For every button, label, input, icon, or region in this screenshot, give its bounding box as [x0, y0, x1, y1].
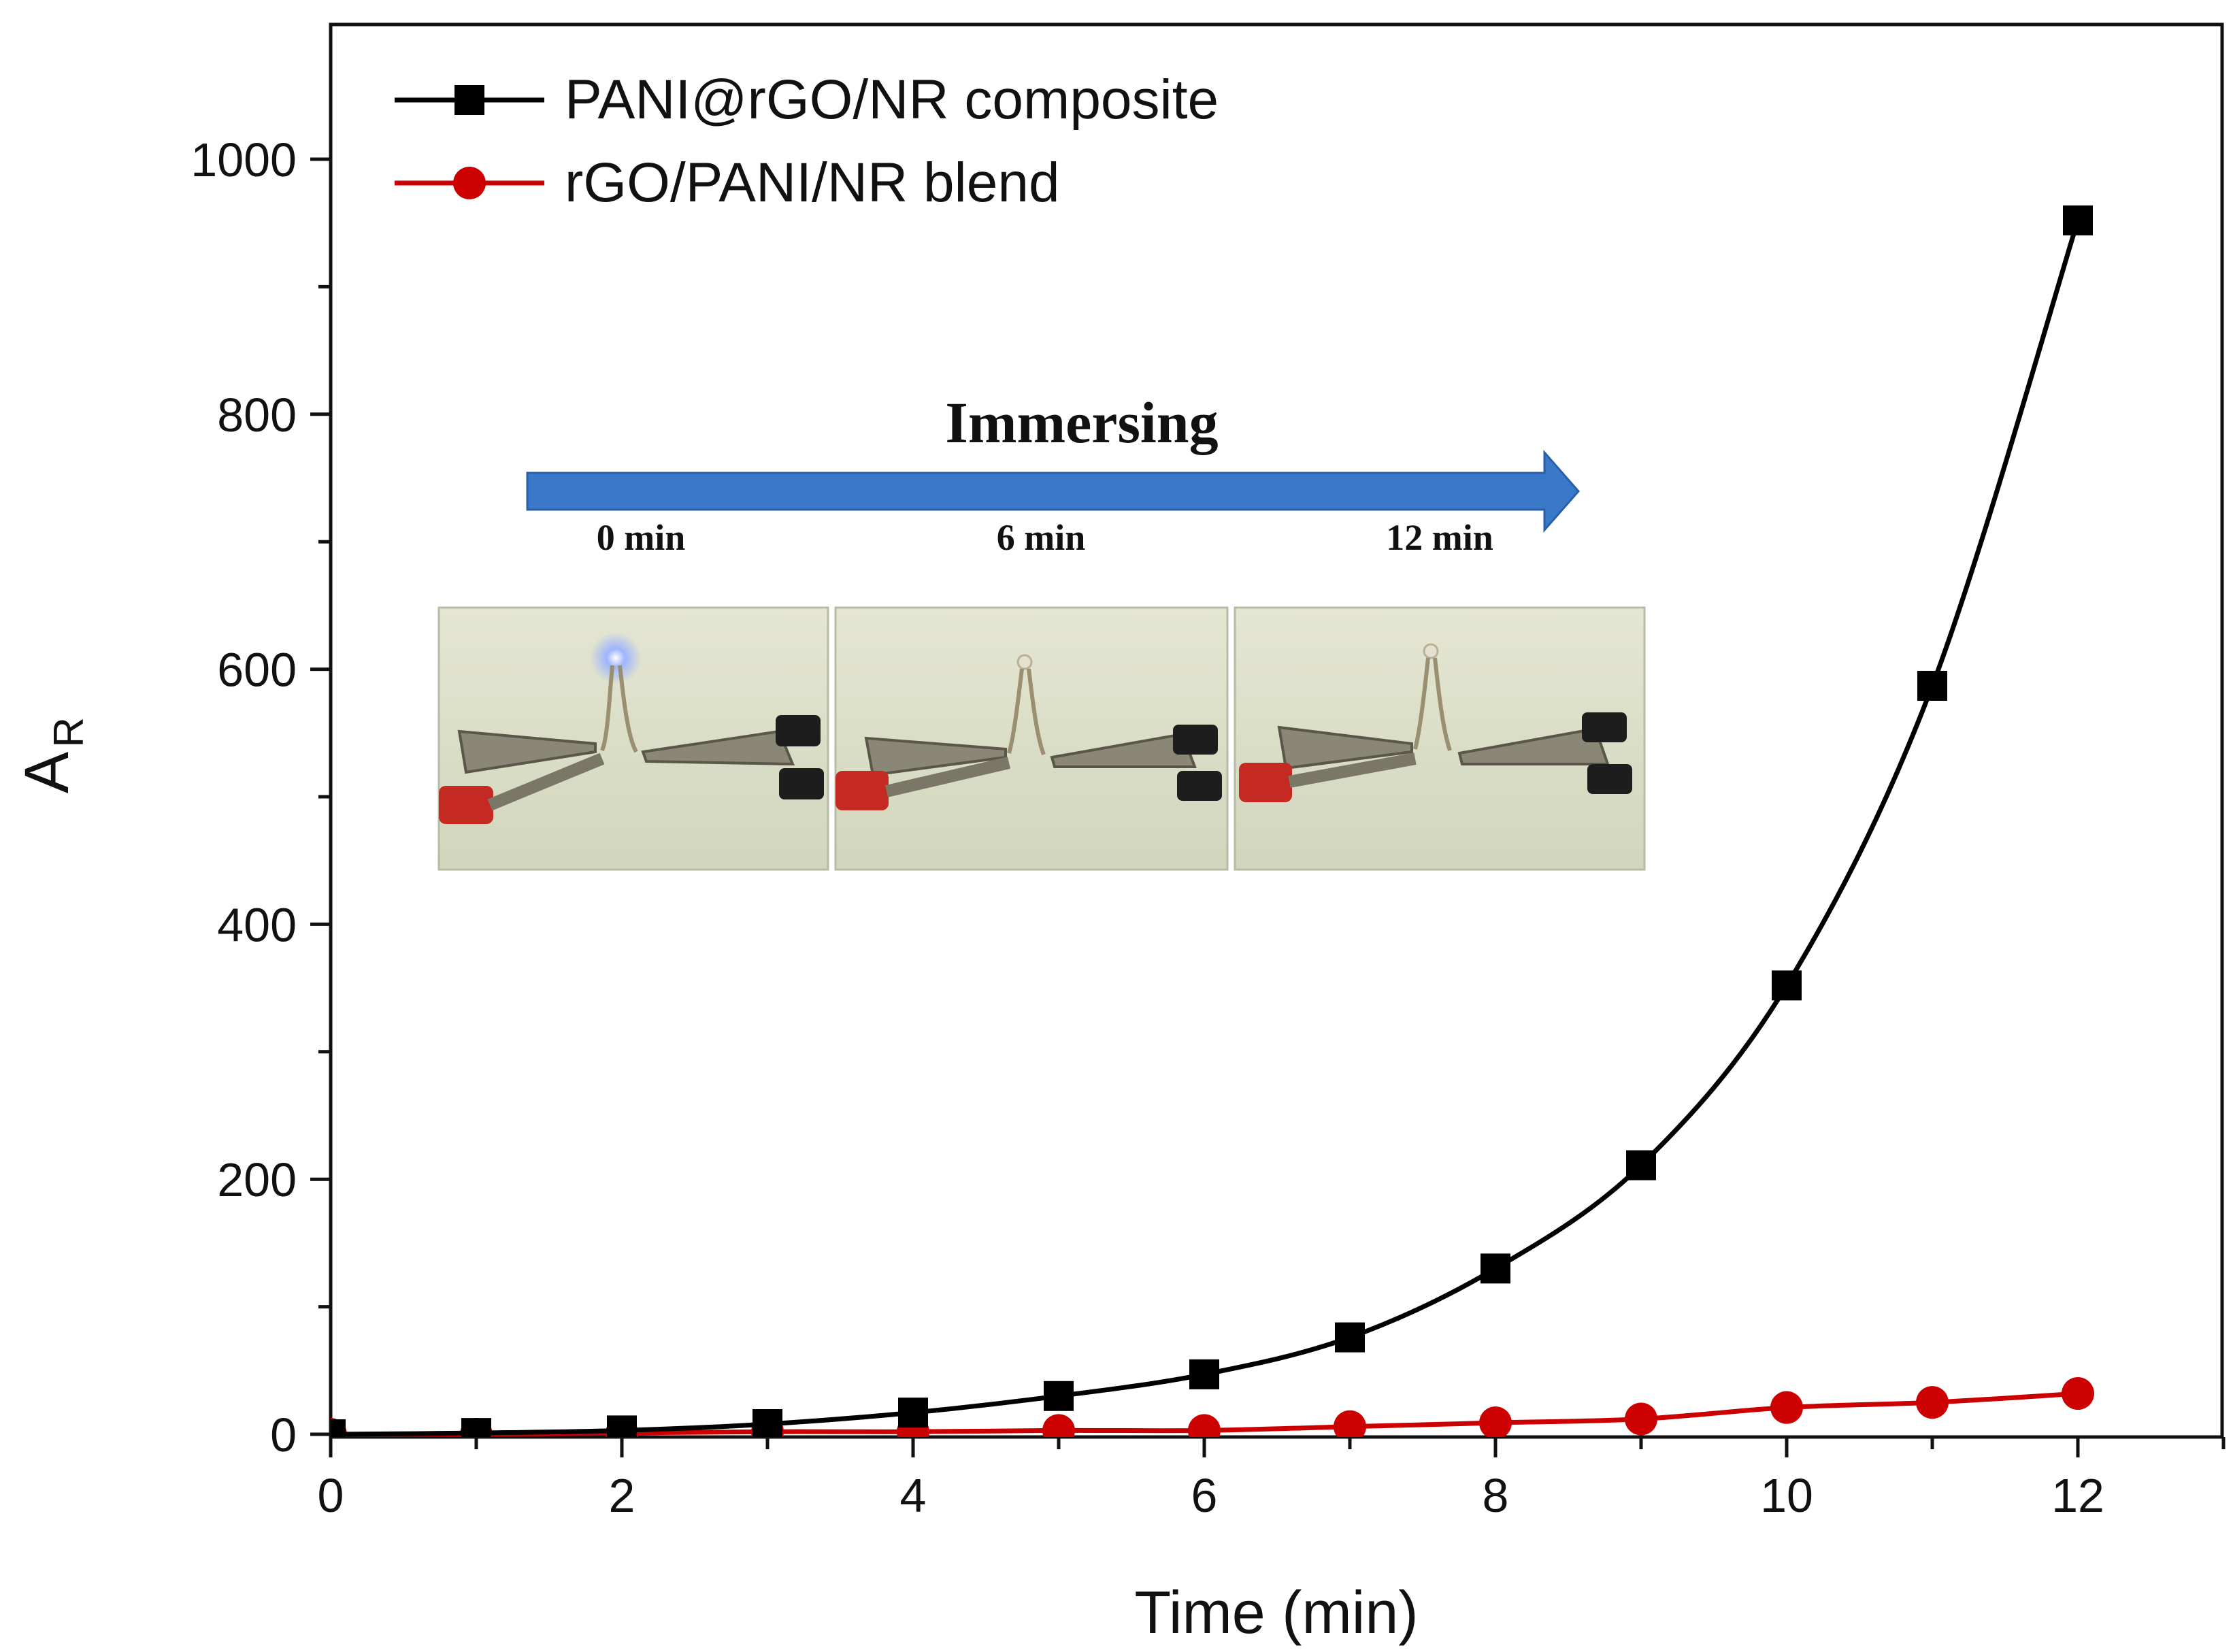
blend-data-point — [1188, 1414, 1221, 1437]
legend-square-marker-icon — [454, 85, 484, 115]
legend-label-composite: PANI@rGO/NR composite — [565, 69, 1219, 131]
series-line-composite — [331, 219, 2081, 1437]
composite-data-point — [1189, 1359, 1219, 1389]
y-tick-label: 0 — [270, 1408, 297, 1461]
photo-led-off-12min — [1234, 606, 1646, 871]
y-tick-label: 400 — [217, 898, 297, 951]
legend-label-blend: rGO/PANI/NR blend — [565, 152, 1060, 214]
legend-item-blend: rGO/PANI/NR blend — [395, 152, 1060, 214]
clip-right-icon — [641, 729, 795, 766]
black-plug-icon — [776, 715, 821, 746]
y-tick-label: 600 — [217, 644, 297, 697]
photo-led-on — [437, 606, 829, 871]
legend: PANI@rGO/NR composite rGO/PANI/NR blend — [395, 69, 1219, 214]
y-tick-label: 200 — [217, 1153, 297, 1206]
composite-data-point — [1626, 1150, 1656, 1180]
x-axis-title: Time (min) — [1134, 1579, 1418, 1646]
x-tick-label: 8 — [1483, 1469, 1509, 1522]
composite-data-point — [1772, 970, 1802, 1001]
y-axis-title-main: A — [12, 751, 82, 793]
svg-text:AR: AR — [12, 717, 93, 793]
x-tick-label: 12 — [2051, 1469, 2104, 1522]
blend-data-point — [1042, 1414, 1075, 1437]
blend-data-point — [1770, 1391, 1803, 1424]
plot-frame — [329, 22, 2224, 1439]
blend-data-point — [1916, 1386, 1949, 1419]
blend-data-point — [1334, 1410, 1366, 1437]
led-glow-icon — [590, 632, 642, 684]
clip-left-icon — [457, 729, 597, 774]
y-tick-label: 800 — [217, 389, 297, 442]
immersing-arrow — [526, 450, 1580, 533]
inset-time-label-1: 6 min — [997, 517, 1086, 558]
x-tick-label: 2 — [609, 1469, 635, 1522]
composite-data-point — [331, 1419, 346, 1437]
composite-data-point — [607, 1415, 637, 1437]
x-tick-label: 6 — [1191, 1469, 1218, 1522]
x-tick-label: 10 — [1760, 1469, 1813, 1522]
inset-arrow-label: Immersing — [945, 390, 1218, 455]
x-axis: 0 2 4 6 8 10 12 — [318, 1437, 2226, 1522]
y-tick-label: 1000 — [191, 133, 297, 186]
red-plug-icon — [439, 786, 493, 824]
led-off-icon — [1423, 643, 1439, 659]
y-axis-title-subscript: R — [46, 717, 93, 748]
composite-data-point — [461, 1418, 491, 1437]
composite-data-point — [1481, 1253, 1510, 1284]
composite-data-point — [898, 1398, 928, 1428]
legend-circle-marker-icon — [453, 167, 486, 199]
composite-data-point — [752, 1409, 782, 1437]
composite-data-point — [1044, 1381, 1074, 1411]
blend-data-point — [1625, 1402, 1657, 1436]
y-axis: 0 200 400 600 800 1000 — [191, 133, 331, 1461]
photo-led-off-6min — [834, 606, 1229, 871]
x-tick-label: 0 — [318, 1469, 344, 1522]
composite-data-point — [1917, 670, 1947, 701]
led-off-icon — [1016, 654, 1033, 670]
blend-data-point — [2062, 1377, 2094, 1410]
composite-data-point — [2063, 205, 2093, 235]
y-axis-title: AR — [12, 717, 93, 793]
inset-time-label-2: 12 min — [1386, 517, 1493, 558]
composite-data-point — [1335, 1322, 1365, 1353]
series-layer — [331, 205, 2094, 1437]
x-tick-label: 4 — [900, 1469, 927, 1522]
blend-data-point — [1479, 1406, 1512, 1437]
legend-item-composite: PANI@rGO/NR composite — [395, 69, 1219, 131]
inset: Immersing 0 min 6 min 12 min — [437, 390, 1646, 871]
inset-time-label-0: 0 min — [597, 517, 686, 558]
